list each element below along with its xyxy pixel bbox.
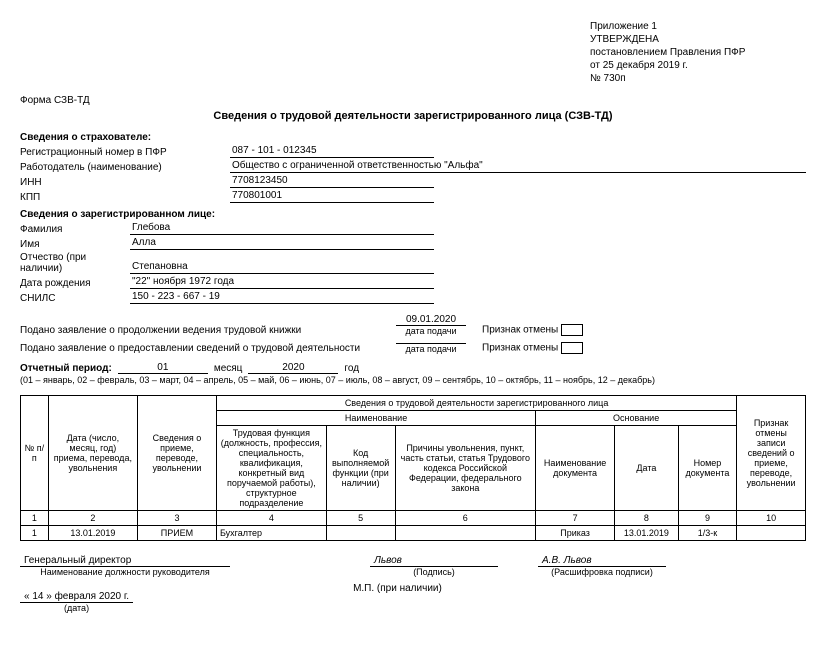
num-cell: 2 (48, 511, 137, 526)
approval-line: УТВЕРЖДЕНА (590, 33, 806, 46)
num-cell: 8 (615, 511, 679, 526)
application2-text: Подано заявление о предоставлении сведен… (20, 343, 390, 354)
col-docdate: Дата (615, 426, 679, 511)
approval-line: Приложение 1 (590, 20, 806, 33)
num-cell: 9 (678, 511, 736, 526)
decode-value: А.В. Львов (538, 555, 666, 567)
data-cell: Бухгалтер (216, 526, 326, 541)
approval-line: № 730п (590, 72, 806, 85)
patronymic-label: Отчество (при наличии) (20, 252, 130, 274)
approval-block: Приложение 1 УТВЕРЖДЕНА постановлением П… (590, 20, 806, 85)
data-cell (326, 526, 395, 541)
name-header: Наименование (216, 411, 535, 426)
mp-label: М.П. (при наличии) (353, 583, 442, 594)
period-year: 2020 (248, 362, 338, 374)
month-word: месяц (214, 363, 243, 374)
application1-text: Подано заявление о продолжении ведения т… (20, 325, 390, 336)
basis-header: Основание (536, 411, 737, 426)
data-cell (737, 526, 806, 541)
signature-sublabel: (Подпись) (370, 567, 498, 577)
period-label: Отчетный период: (20, 363, 112, 374)
num-cell: 7 (536, 511, 615, 526)
num-cell: 3 (137, 511, 216, 526)
cancel-checkbox[interactable] (561, 324, 583, 336)
name-value: Алла (130, 237, 434, 250)
data-cell: 1/3-к (678, 526, 736, 541)
cancel-sign-label: Признак отмены (482, 325, 558, 336)
director-title: Генеральный директор (20, 555, 230, 567)
num-cell: 1 (21, 511, 49, 526)
inn-label: ИНН (20, 177, 170, 188)
date-sublabel: дата подачи (396, 344, 466, 354)
insurer-section: Сведения о страхователе: (20, 132, 806, 143)
col-cancel: Признак отмены записи сведений о приеме,… (737, 396, 806, 511)
col-info: Сведения о приеме, переводе, увольнении (137, 396, 216, 511)
snils-value: 150 - 223 - 667 - 19 (130, 291, 434, 304)
name-label: Имя (20, 239, 130, 250)
reg-num-value: 087 - 101 - 012345 (230, 145, 434, 158)
inn-value: 7708123450 (230, 175, 434, 188)
num-cell: 5 (326, 511, 395, 526)
surname-value: Глебова (130, 222, 434, 235)
col-docname: Наименование документа (536, 426, 615, 511)
employer-label: Работодатель (наименование) (20, 162, 170, 173)
col-date: Дата (число, месяц, год) приема, перевод… (48, 396, 137, 511)
col-reason: Причины увольнения, пункт, часть статьи,… (395, 426, 536, 511)
form-code: Форма СЗВ-ТД (20, 95, 806, 106)
kpp-value: 770801001 (230, 190, 434, 203)
data-cell: Приказ (536, 526, 615, 541)
data-cell: ПРИЕМ (137, 526, 216, 541)
cancel-sign-label: Признак отмены (482, 343, 558, 354)
signature-value: Львов (370, 555, 498, 567)
footer-date: « 14 » февраля 2020 г. (20, 591, 133, 603)
approval-line: от 25 декабря 2019 г. (590, 59, 806, 72)
period-month: 01 (118, 362, 208, 374)
approval-line: постановлением Правления ПФР (590, 46, 806, 59)
footer-date-sublabel: (дата) (20, 603, 133, 613)
num-cell: 6 (395, 511, 536, 526)
data-cell: 13.01.2019 (48, 526, 137, 541)
document-title: Сведения о трудовой деятельности зарегис… (20, 110, 806, 122)
super-header: Сведения о трудовой деятельности зарегис… (216, 396, 736, 411)
col-func: Трудовая функция (должность, профессия, … (216, 426, 326, 511)
surname-label: Фамилия (20, 224, 130, 235)
reg-num-label: Регистрационный номер в ПФР (20, 147, 170, 158)
dob-value: "22" ноября 1972 года (130, 276, 434, 289)
num-cell: 10 (737, 511, 806, 526)
decode-sublabel: (Расшифровка подписи) (538, 567, 666, 577)
kpp-label: КПП (20, 192, 170, 203)
director-sublabel: Наименование должности руководителя (20, 567, 230, 577)
months-note: (01 – январь, 02 – февраль, 03 – март, 0… (20, 375, 806, 385)
employer-value: Общество с ограниченной ответственностью… (230, 160, 806, 173)
num-cell: 4 (216, 511, 326, 526)
main-table: № п/п Дата (число, месяц, год) приема, п… (20, 395, 806, 541)
data-cell: 13.01.2019 (615, 526, 679, 541)
data-cell (395, 526, 536, 541)
col-docnum: Номер документа (678, 426, 736, 511)
snils-label: СНИЛС (20, 293, 130, 304)
col-code: Код выполняемой функции (при наличии) (326, 426, 395, 511)
data-cell: 1 (21, 526, 49, 541)
application1-date: 09.01.2020 (396, 314, 466, 326)
cancel-checkbox[interactable] (561, 342, 583, 354)
date-sublabel: дата подачи (396, 326, 466, 336)
col-np: № п/п (21, 396, 49, 511)
dob-label: Дата рождения (20, 278, 130, 289)
patronymic-value: Степановна (130, 261, 434, 274)
year-word: год (344, 363, 359, 374)
person-section: Сведения о зарегистрированном лице: (20, 209, 806, 220)
